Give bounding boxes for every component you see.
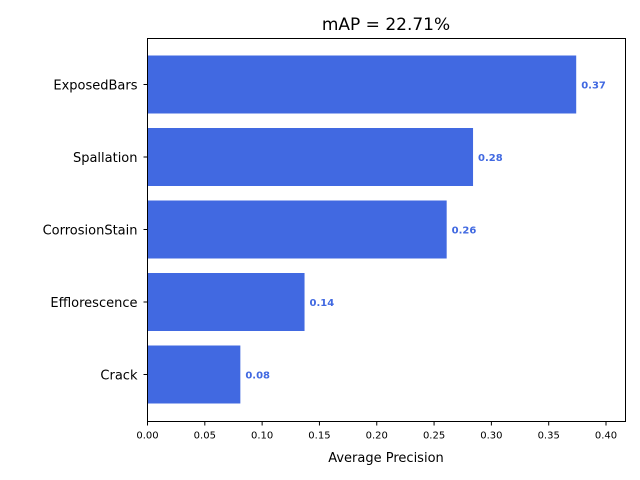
data-label-spallation: 0.28 [478, 153, 503, 164]
x-tick-label: 0.35 [538, 431, 560, 442]
y-tick-label-efflorescence: Efflorescence [50, 296, 137, 311]
data-label-crack: 0.08 [245, 371, 270, 382]
x-tick-label: 0.10 [251, 431, 273, 442]
plot-frame [147, 38, 626, 422]
x-tick-label: 0.00 [136, 431, 158, 442]
x-axis-title: Average Precision [328, 451, 444, 466]
y-tick-label-spallation: Spallation [73, 151, 138, 166]
data-label-exposedbars: 0.37 [581, 81, 606, 92]
bars-group [147, 55, 577, 404]
bar-crack [147, 345, 241, 404]
x-tick-label: 0.25 [423, 431, 445, 442]
bar-corrosionstain [147, 200, 447, 259]
y-axis-ticks: ExposedBars Spallation CorrosionStain Efflo… [43, 79, 148, 384]
data-label-corrosionstain: 0.26 [452, 226, 477, 237]
bar-efflorescence [147, 273, 305, 331]
x-tick-label: 0.20 [366, 431, 388, 442]
x-tick-label: 0.30 [480, 431, 502, 442]
x-axis-ticks: 0.00 0.05 0.10 0.15 0.20 0.25 0.30 0.35 0.40 [136, 421, 617, 442]
chart-title: mAP = 22.71% [322, 15, 450, 35]
bar-spallation [147, 128, 474, 186]
x-tick-label: 0.40 [595, 431, 617, 442]
data-labels-group: 0.37 0.28 0.26 0.14 0.08 [245, 81, 606, 382]
bar-exposedbars [147, 55, 577, 114]
x-tick-label: 0.05 [194, 431, 216, 442]
y-tick-label-crack: Crack [100, 369, 138, 384]
x-tick-label: 0.15 [308, 431, 330, 442]
data-label-efflorescence: 0.14 [310, 298, 335, 309]
y-tick-label-corrosionstain: CorrosionStain [43, 224, 138, 239]
y-tick-label-exposedbars: ExposedBars [53, 79, 137, 94]
